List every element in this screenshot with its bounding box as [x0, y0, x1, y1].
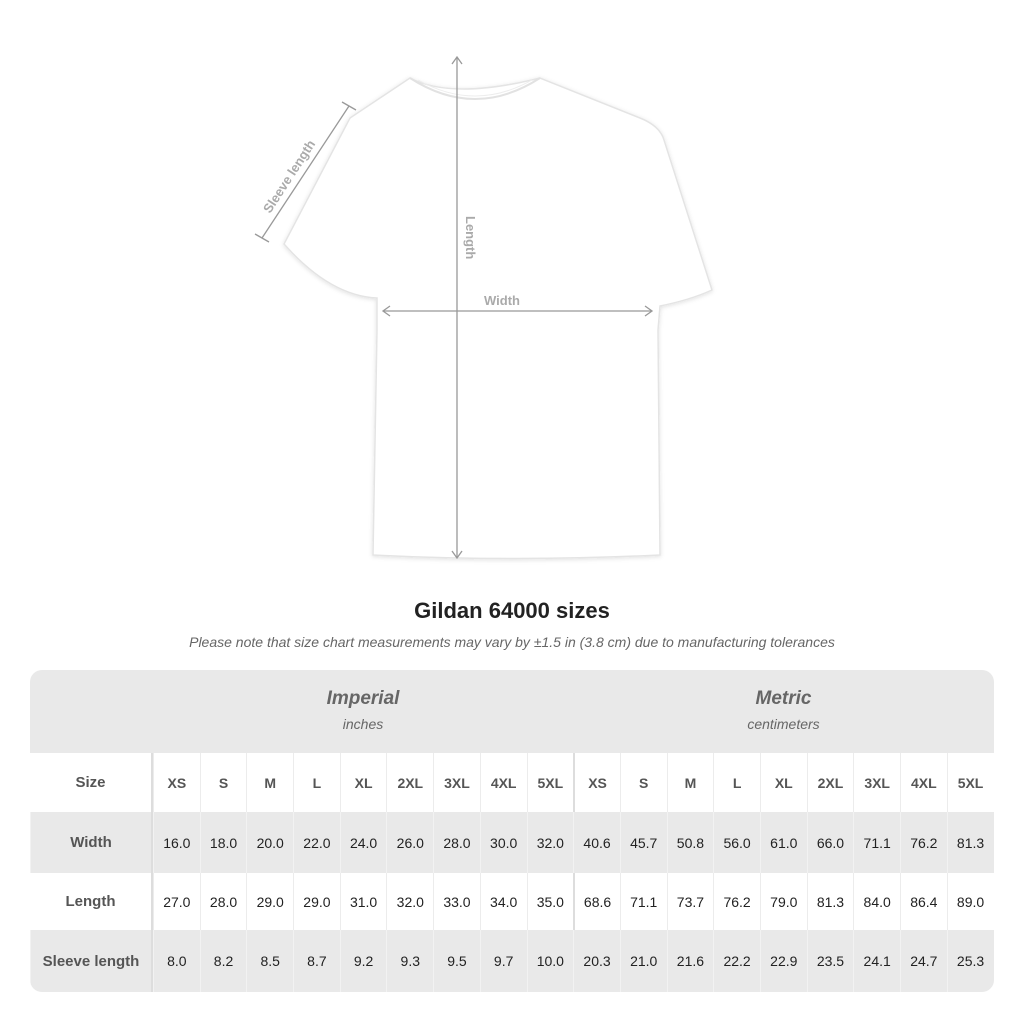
imperial-header: Imperial inches: [153, 670, 573, 753]
imperial-value-cell: 32.0: [386, 873, 433, 930]
collar: [409, 77, 541, 100]
sleeve-arrow: [261, 105, 350, 239]
metric-value-cell: 86.4: [900, 873, 947, 930]
metric-value-cell: 20.3: [573, 930, 620, 992]
metric-value-cell: 76.2: [900, 812, 947, 873]
imperial-value-cell: 24.0: [339, 812, 387, 873]
metric-value-cell: 22.9: [759, 930, 807, 992]
metric-value-cell: 21.6: [666, 930, 714, 992]
row-label: Length: [30, 873, 153, 930]
imperial-value-cell: 33.0: [433, 873, 480, 930]
imperial-size-header: S: [199, 753, 247, 812]
metric-value-cell: 66.0: [806, 812, 854, 873]
imperial-size-header: M: [246, 753, 293, 812]
imperial-unit: inches: [342, 716, 384, 732]
imperial-value-cell: 29.0: [246, 873, 293, 930]
imperial-value-cell: 18.0: [199, 812, 247, 873]
metric-value-cell: 22.2: [713, 930, 760, 992]
imperial-value-cell: 8.2: [199, 930, 247, 992]
metric-value-cell: 23.5: [806, 930, 854, 992]
imperial-value-cell: 9.5: [433, 930, 480, 992]
metric-value-cell: 81.3: [806, 873, 854, 930]
metric-value-cell: 25.3: [946, 930, 994, 992]
row-label: Width: [30, 812, 153, 873]
imperial-value-cell: 28.0: [433, 812, 480, 873]
tshirt-diagram: Length Width Sleeve length: [254, 55, 713, 560]
imperial-value-cell: 8.5: [246, 930, 293, 992]
metric-unit: centimeters: [747, 716, 820, 732]
metric-value-cell: 45.7: [619, 812, 667, 873]
imperial-value-cell: 30.0: [479, 812, 527, 873]
metric-size-header: XL: [759, 753, 807, 812]
metric-size-header: L: [713, 753, 760, 812]
metric-value-cell: 24.7: [900, 930, 947, 992]
metric-value-cell: 24.1: [853, 930, 900, 992]
row-label: Sleeve length: [30, 930, 153, 992]
imperial-value-cell: 32.0: [526, 812, 574, 873]
metric-size-header: 5XL: [946, 753, 994, 812]
metric-title: Metric: [755, 688, 812, 709]
metric-size-header: 2XL: [806, 753, 854, 812]
imperial-size-header: 4XL: [479, 753, 527, 812]
imperial-value-cell: 34.0: [479, 873, 527, 930]
imperial-size-header: 3XL: [433, 753, 480, 812]
imperial-value-cell: 26.0: [386, 812, 433, 873]
imperial-value-cell: 9.7: [479, 930, 527, 992]
imperial-value-cell: 20.0: [246, 812, 293, 873]
table-row: Sleeve length 8.0 8.2 8.5 8.7 9.2 9.3 9.5 9.7 10.…: [30, 930, 994, 992]
imperial-size-header: L: [293, 753, 340, 812]
size-header-row: Size XS S M L XL 2XL 3XL 4XL 5XL XS S M L XL 2XL 3XL 4XL 5…: [30, 753, 994, 812]
metric-size-header: S: [619, 753, 667, 812]
imperial-value-cell: 29.0: [293, 873, 340, 930]
length-label: Length: [463, 216, 478, 259]
metric-value-cell: 73.7: [666, 873, 714, 930]
metric-size-header: M: [666, 753, 714, 812]
metric-value-cell: 56.0: [713, 812, 760, 873]
imperial-title: Imperial: [326, 688, 400, 709]
imperial-value-cell: 9.3: [386, 930, 433, 992]
imperial-size-header: XS: [153, 753, 200, 812]
table-row: Length 27.0 28.0 29.0 29.0 31.0 32.0 33.0 34.0 35…: [30, 873, 994, 930]
imperial-value-cell: 8.7: [293, 930, 340, 992]
metric-value-cell: 68.6: [573, 873, 620, 930]
imperial-value-cell: 31.0: [339, 873, 387, 930]
metric-value-cell: 40.6: [573, 812, 620, 873]
metric-size-header: 4XL: [900, 753, 947, 812]
metric-value-cell: 71.1: [619, 873, 667, 930]
imperial-value-cell: 16.0: [153, 812, 200, 873]
table-row: Width 16.0 18.0 20.0 22.0 24.0 26.0 28.0 30.0 32.…: [30, 812, 994, 873]
metric-value-cell: 50.8: [666, 812, 714, 873]
metric-value-cell: 21.0: [619, 930, 667, 992]
imperial-size-header: XL: [339, 753, 387, 812]
metric-value-cell: 71.1: [853, 812, 900, 873]
imperial-value-cell: 27.0: [153, 873, 200, 930]
metric-value-cell: 84.0: [853, 873, 900, 930]
metric-value-cell: 61.0: [759, 812, 807, 873]
size-table: Imperial inches Metric centimeters Size X…: [30, 670, 994, 992]
imperial-value-cell: 22.0: [293, 812, 340, 873]
metric-value-cell: 89.0: [946, 873, 994, 930]
metric-value-cell: 79.0: [759, 873, 807, 930]
imperial-value-cell: 8.0: [153, 930, 200, 992]
imperial-size-header: 5XL: [526, 753, 574, 812]
metric-header: Metric centimeters: [573, 670, 994, 753]
tshirt-shape: [283, 77, 713, 560]
size-label: Size: [30, 753, 153, 812]
metric-size-header: 3XL: [853, 753, 900, 812]
imperial-value-cell: 9.2: [339, 930, 387, 992]
metric-value-cell: 76.2: [713, 873, 760, 930]
width-label: Width: [484, 293, 520, 308]
imperial-value-cell: 35.0: [526, 873, 574, 930]
metric-value-cell: 81.3: [946, 812, 994, 873]
metric-size-header: XS: [573, 753, 620, 812]
page-title: Gildan 64000 sizes: [414, 598, 610, 623]
imperial-size-header: 2XL: [386, 753, 433, 812]
imperial-value-cell: 10.0: [526, 930, 574, 992]
tolerance-note: Please note that size chart measurements…: [189, 634, 835, 650]
imperial-value-cell: 28.0: [199, 873, 247, 930]
